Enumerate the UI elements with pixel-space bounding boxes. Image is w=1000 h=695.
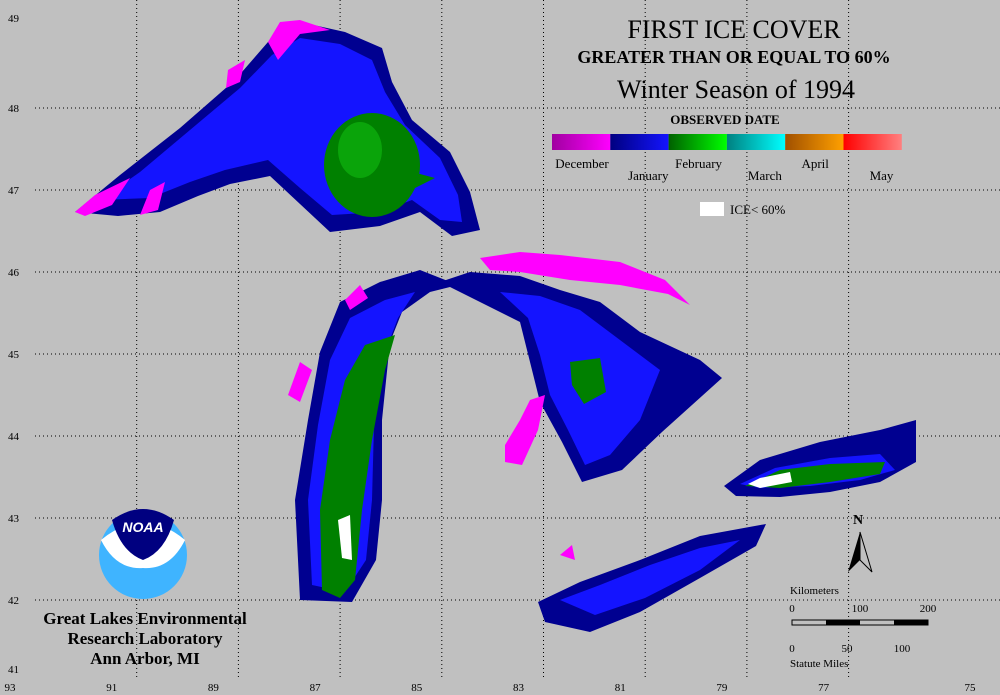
lake-michigan	[288, 270, 458, 602]
north-arrow	[859, 531, 873, 573]
legend-month: March	[748, 168, 782, 183]
longitude-label: 77	[818, 682, 830, 694]
latitude-label: 48	[8, 103, 20, 115]
longitude-label: 85	[411, 682, 423, 694]
legend-month: April	[801, 156, 829, 171]
ice-swatch	[700, 202, 724, 216]
logo-text: NOAA	[122, 519, 163, 535]
ice-note: ICE< 60%	[730, 202, 786, 217]
legend-swatch	[552, 134, 611, 150]
longitude-label: 79	[716, 682, 728, 694]
legend-swatch	[785, 134, 844, 150]
scale-km-tick: 200	[920, 603, 937, 615]
north-arrow	[848, 532, 860, 572]
latitude-label: 41	[8, 664, 19, 676]
subtitle: GREATER THAN OR EQUAL TO 60%	[577, 47, 890, 67]
title: FIRST ICE COVER	[627, 15, 841, 44]
scale-km-tick: 0	[789, 603, 795, 615]
scale-bar: 0 100 200 0 50 100	[789, 603, 937, 655]
legend-month: February	[675, 156, 722, 171]
lake-erie	[538, 524, 766, 632]
legend-month: May	[870, 168, 894, 183]
season: Winter Season of 1994	[617, 75, 855, 104]
longitude-label: 87	[310, 682, 322, 694]
scale-km-label: Kilometers	[790, 585, 839, 597]
longitude-label: 83	[513, 682, 525, 694]
legend-swatch	[726, 134, 786, 150]
longitude-label: 89	[208, 682, 220, 694]
lake-huron	[440, 272, 722, 482]
legend: December January February March April May	[552, 134, 902, 183]
latitude-label: 46	[8, 267, 20, 279]
longitude-label: 93	[5, 682, 17, 694]
latitude-label: 44	[8, 431, 20, 443]
legend-title: OBSERVED DATE	[670, 112, 779, 127]
north-channel	[480, 252, 690, 305]
latitude-label: 45	[8, 349, 20, 361]
legend-swatch	[668, 134, 727, 150]
legend-swatch	[610, 134, 669, 150]
latitude-label: 42	[8, 595, 19, 607]
scale-km-tick: 100	[852, 603, 869, 615]
scale-mi-tick: 50	[842, 643, 854, 655]
north-label: N	[853, 513, 863, 528]
scale-mi-tick: 0	[789, 643, 795, 655]
lake-ontario	[724, 420, 916, 497]
longitude-label: 81	[615, 682, 626, 694]
scale-mi-label: Statute Miles	[790, 658, 848, 670]
scale-mi-tick: 100	[894, 643, 911, 655]
lake-superior	[75, 20, 480, 236]
latitude-label: 47	[8, 185, 20, 197]
lab-line: Research Laboratory	[67, 629, 223, 648]
latitude-label: 49	[8, 13, 20, 25]
legend-month: December	[555, 156, 609, 171]
noaa-logo: NOAA	[99, 509, 187, 599]
legend-swatch	[843, 134, 902, 150]
longitude-label: 75	[965, 682, 977, 694]
legend-month: January	[628, 168, 669, 183]
lab-line: Great Lakes Environmental	[43, 609, 247, 628]
longitude-label: 91	[106, 682, 117, 694]
lab-line: Ann Arbor, MI	[90, 649, 200, 668]
latitude-label: 43	[8, 513, 20, 525]
